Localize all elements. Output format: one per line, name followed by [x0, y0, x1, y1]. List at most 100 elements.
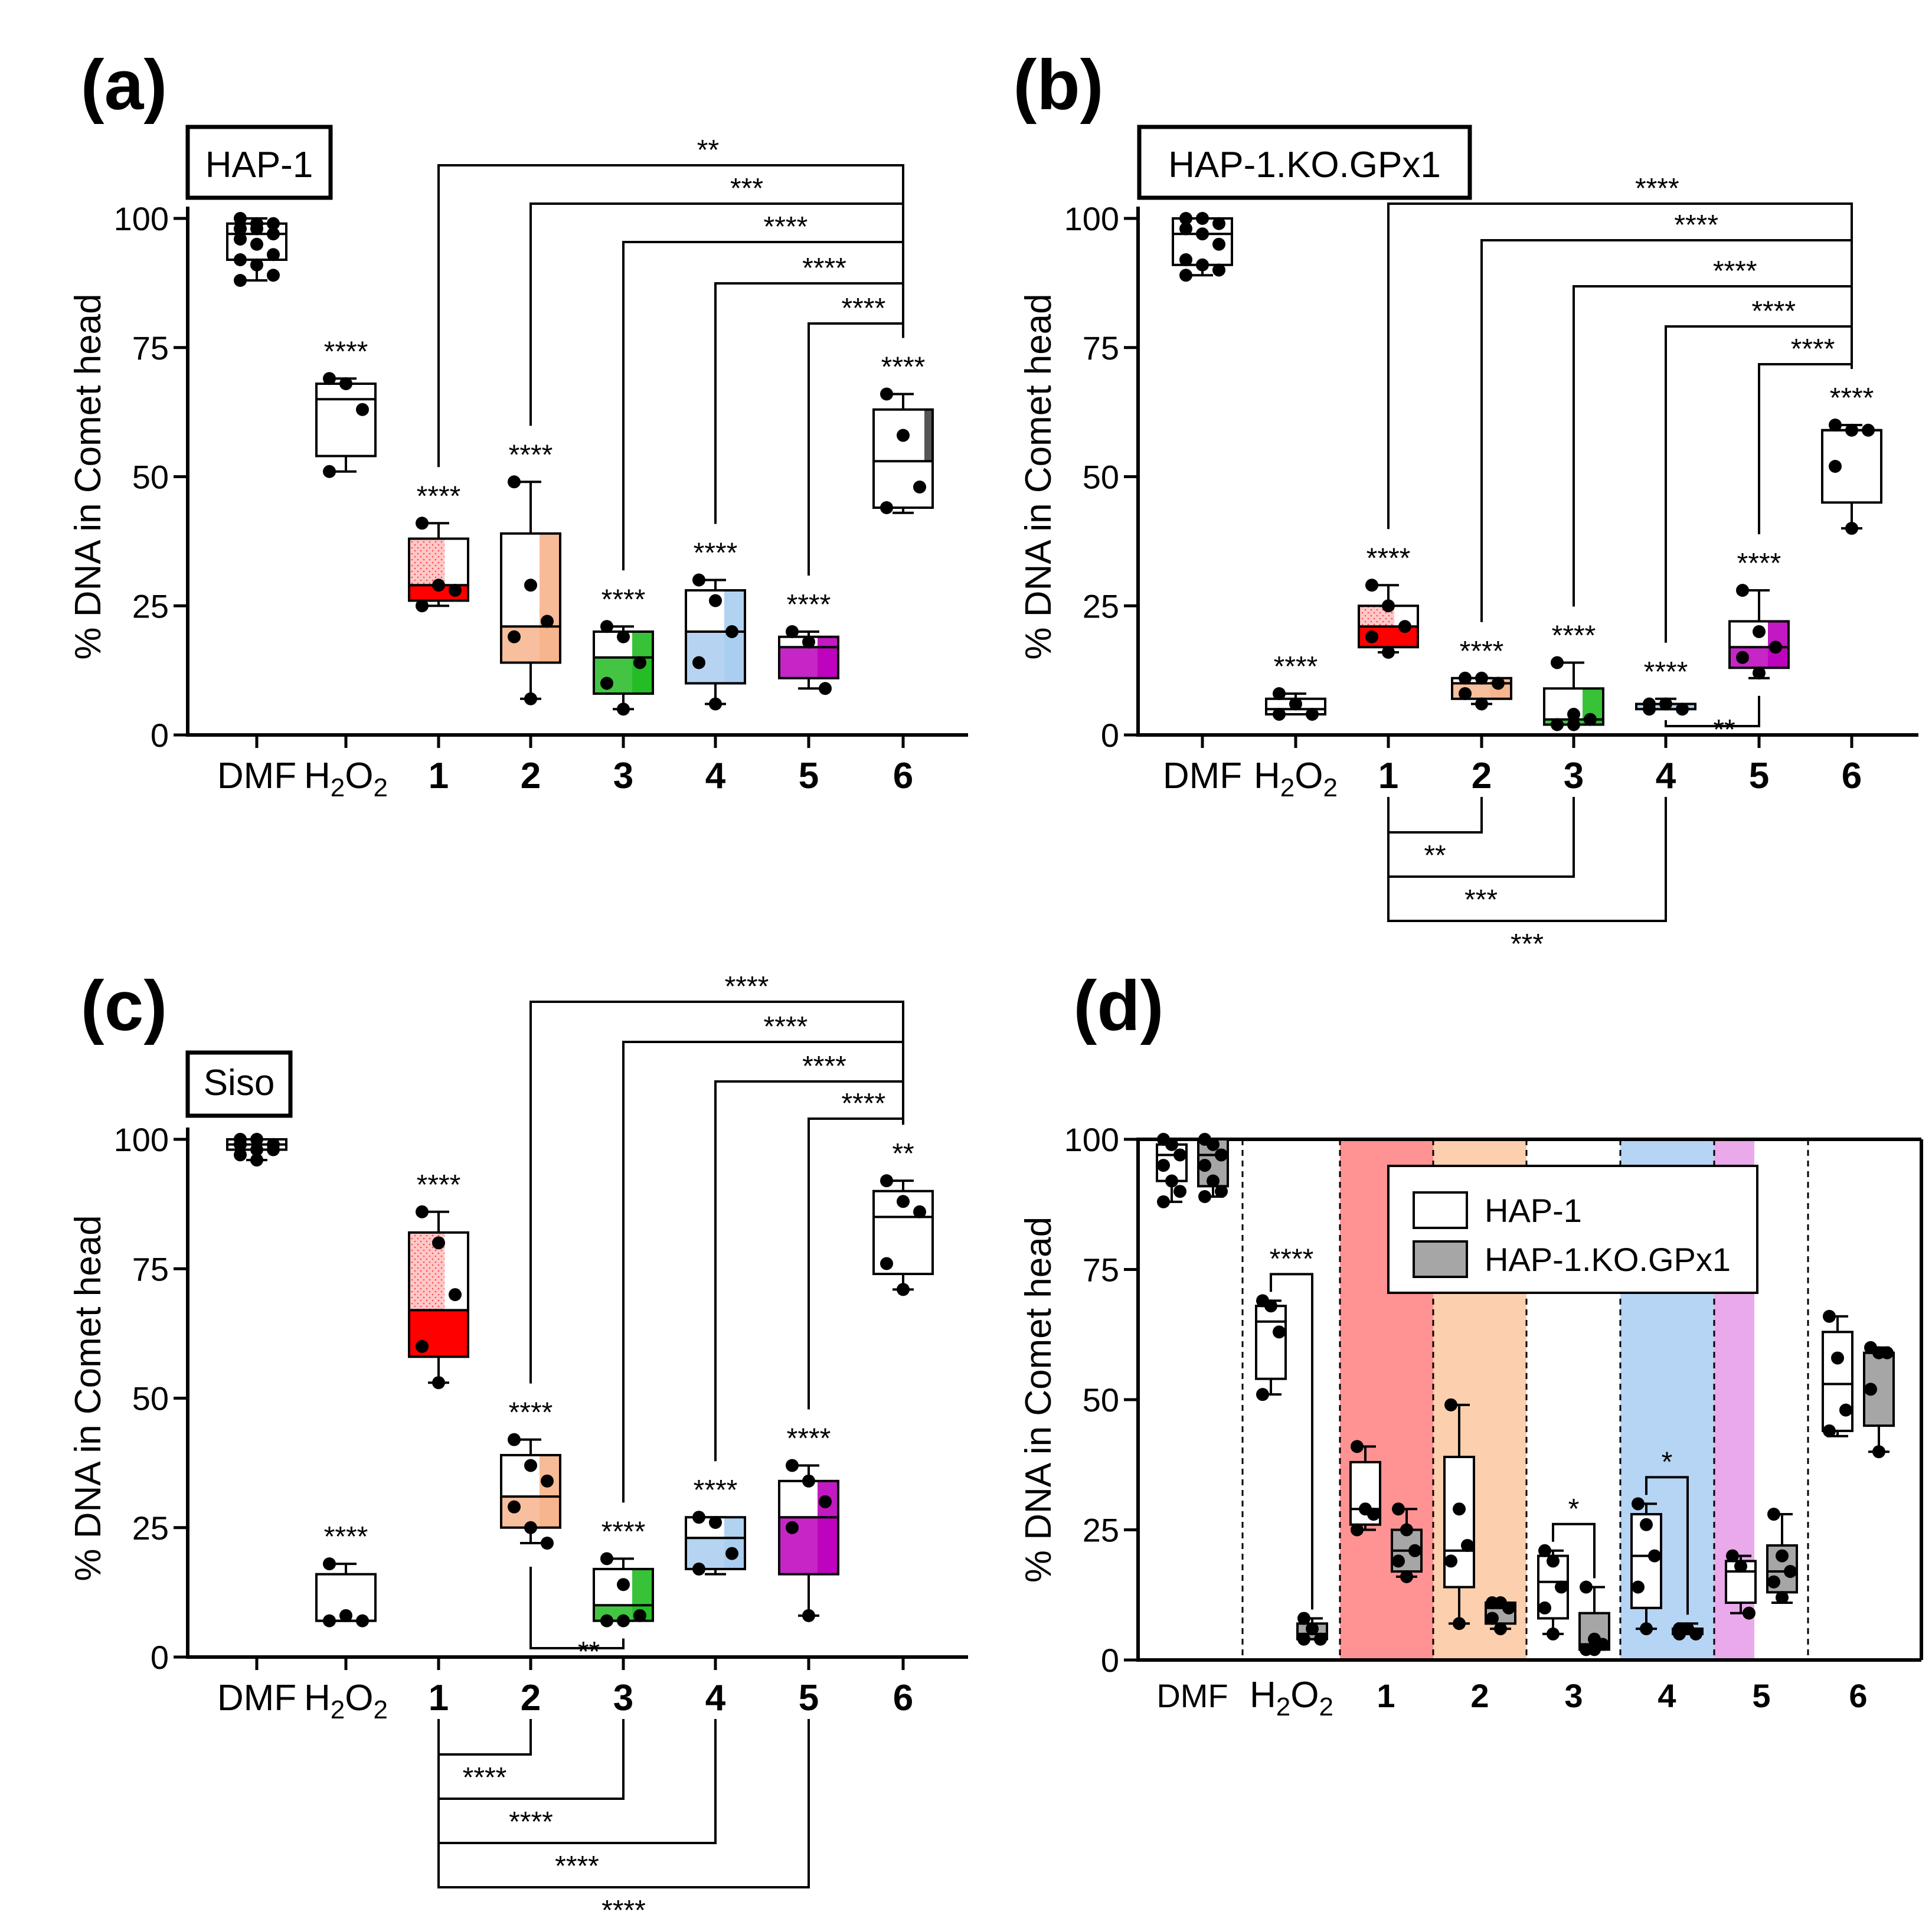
data-point: [1676, 702, 1689, 716]
data-point: [1648, 1549, 1661, 1563]
y-tick-label: 75: [1083, 1251, 1119, 1289]
significance-star: **: [892, 1138, 914, 1169]
data-point: [1726, 1549, 1739, 1563]
data-point: [1776, 1549, 1789, 1563]
y-axis-label: % DNA in Comet head: [68, 293, 109, 659]
data-point: [1264, 1299, 1277, 1313]
box-outline: [1349, 1460, 1381, 1526]
data-point: [1538, 1601, 1551, 1615]
data-point: [1314, 1632, 1327, 1646]
box-outline: [685, 589, 746, 685]
x-tick-label: 1: [429, 756, 449, 796]
box-fill: [924, 409, 933, 462]
data-point: [1823, 1424, 1836, 1437]
data-point: [1769, 641, 1782, 654]
data-point: [1444, 1554, 1457, 1568]
data-point: [234, 1148, 247, 1162]
significance-star: ****: [694, 538, 738, 569]
data-point: [819, 1495, 832, 1508]
significance-star: ****: [1737, 548, 1781, 579]
data-point: [1273, 687, 1286, 700]
x-tick-label: DMF: [217, 756, 296, 796]
significance-label: ****: [764, 211, 808, 243]
x-tick-label: 2: [1472, 756, 1492, 796]
significance-label: **: [697, 135, 719, 166]
box-body: [316, 384, 375, 456]
data-point: [1273, 708, 1286, 721]
significance-bracket-below: [1387, 797, 1483, 834]
x-tick-label: 4: [1656, 756, 1676, 796]
data-point: [1551, 656, 1564, 669]
significance-star: ****: [324, 1521, 368, 1553]
x-tick-label: 5: [799, 1678, 819, 1718]
legend-label: HAP-1: [1485, 1192, 1582, 1229]
data-point: [356, 1614, 369, 1628]
data-point: [1767, 1575, 1780, 1589]
data-point: [250, 1143, 263, 1156]
data-point: [1567, 718, 1580, 731]
data-point: [1179, 269, 1192, 282]
data-point: [449, 584, 462, 597]
significance-bracket-inside: [529, 1567, 625, 1649]
data-point: [1753, 625, 1766, 638]
data-point: [600, 620, 613, 633]
data-point: [432, 579, 445, 592]
data-point: [1767, 1508, 1780, 1521]
data-point: [1207, 1174, 1220, 1188]
significance-star: ****: [1552, 620, 1596, 652]
data-point: [1212, 237, 1225, 251]
y-tick-label: 75: [1083, 329, 1119, 367]
box-fill-strip: [818, 1481, 838, 1574]
y-tick-label: 50: [1083, 1381, 1119, 1419]
data-point: [1831, 1351, 1844, 1365]
data-point: [1382, 599, 1395, 613]
data-point: [802, 1609, 815, 1622]
box-fill-strip: [818, 636, 838, 678]
significance-bracket-below: [437, 1719, 810, 1888]
data-point: [1776, 1591, 1789, 1605]
x-tick-label: DMF: [1163, 756, 1242, 796]
data-point: [692, 573, 705, 587]
data-point: [819, 682, 832, 695]
data-point: [1392, 1554, 1405, 1568]
y-tick-label: 25: [132, 1509, 169, 1547]
y-tick-label: 50: [132, 459, 169, 496]
significance-label: ****: [1791, 334, 1835, 365]
data-point: [1196, 227, 1209, 241]
significance-bracket: [714, 1080, 904, 1462]
significance-bracket: [1387, 202, 1853, 530]
significance-bracket: [529, 1001, 904, 1384]
x-tick-label: 4: [1658, 1677, 1676, 1714]
box-outline: [872, 408, 934, 509]
data-point: [541, 1474, 554, 1488]
cell-line-label: Siso: [204, 1063, 275, 1103]
data-point: [1165, 1174, 1178, 1188]
data-point: [633, 656, 646, 669]
data-point: [508, 475, 521, 489]
data-point: [1829, 460, 1842, 473]
significance-star: ****: [881, 352, 926, 383]
data-point: [1494, 1622, 1507, 1636]
significance-bracket: [714, 282, 904, 524]
data-point: [600, 1552, 613, 1566]
data-point: [524, 1521, 537, 1534]
panel-label: (b): [1013, 45, 1103, 125]
significance-label: ****: [841, 1088, 885, 1119]
y-tick-label: 0: [1101, 1642, 1119, 1679]
data-point: [692, 1511, 705, 1524]
data-point: [416, 517, 429, 530]
data-point: [1306, 1622, 1319, 1636]
data-point: [1212, 217, 1225, 230]
legend-label: HAP-1.KO.GPx1: [1485, 1241, 1731, 1278]
box-fill-strip: [540, 1455, 560, 1528]
data-point: [250, 1133, 263, 1146]
significance-bracket: [1758, 363, 1853, 534]
cell-line-label: HAP-1: [205, 145, 313, 185]
data-point: [250, 237, 263, 251]
data-point: [1196, 258, 1209, 272]
data-point: [1400, 1570, 1413, 1583]
y-tick-label: 100: [1064, 200, 1119, 237]
